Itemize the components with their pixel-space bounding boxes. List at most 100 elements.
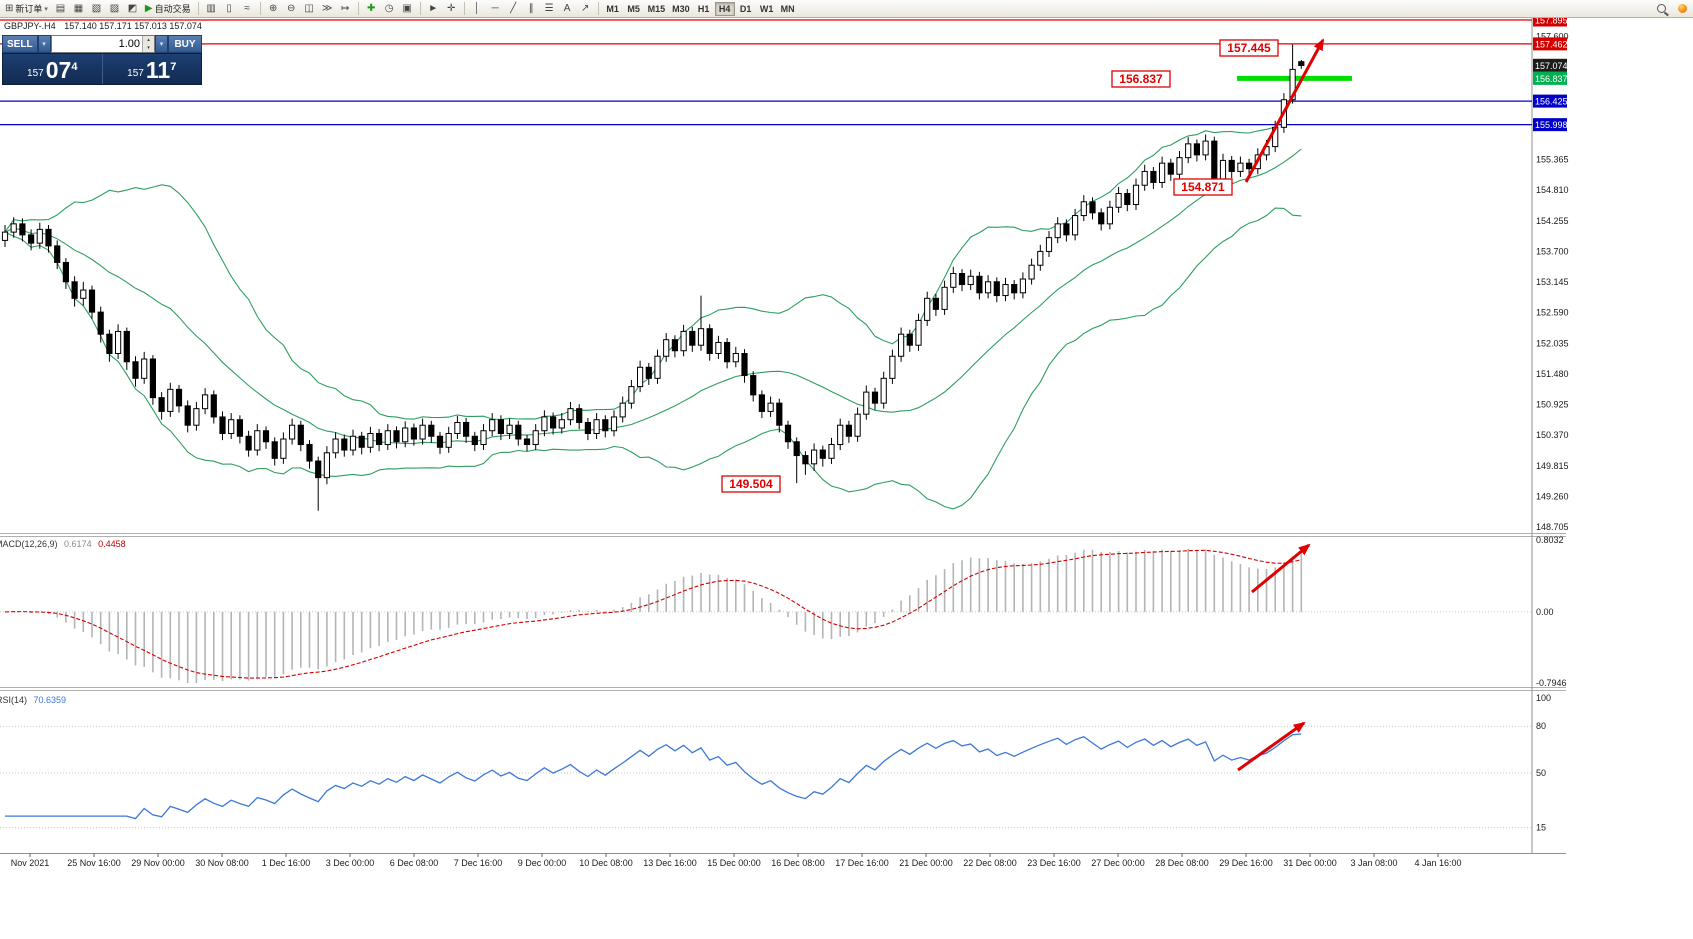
volume-decrease-button[interactable]: ▾ [143,44,154,52]
fibonacci-icon[interactable]: ☰ [541,1,558,16]
crosshair-icon[interactable]: ✛ [443,1,460,16]
price-annotation[interactable] [1173,178,1233,196]
line-chart-icon[interactable]: ≈ [239,1,256,16]
timeframe-mn[interactable]: MN [778,2,798,16]
sell-button[interactable]: SELL [2,35,38,53]
new-order-label: 新订单 [15,4,43,14]
svg-text:152.035: 152.035 [1536,338,1569,348]
line-chart-icon: ≈ [244,2,250,14]
timeframe-d1[interactable]: D1 [736,2,756,16]
text-label-icon: A [563,2,571,14]
market-watch-icon[interactable]: ▤ [52,1,69,16]
candles [1,44,1305,511]
vertical-line-icon: │ [474,2,481,14]
data-window-icon: ▦ [73,2,84,14]
svg-text:16 Dec 08:00: 16 Dec 08:00 [771,858,825,868]
horizontal-line-icon[interactable]: ─ [487,1,504,16]
navigator-icon[interactable]: ▧ [88,1,105,16]
svg-text:100: 100 [1536,693,1551,703]
volume-input[interactable] [51,36,142,52]
sell-options-caret[interactable]: ▾ [37,35,51,53]
arrows-tool-icon[interactable]: ↗ [577,1,594,16]
indicators-icon[interactable]: ✚ [363,1,380,16]
terminal-icon[interactable]: ▨ [106,1,123,16]
strategy-tester-icon[interactable]: ◩ [124,1,141,16]
price-annotation[interactable] [1111,70,1171,88]
chevron-down-icon: ▾ [44,5,48,13]
trendline-icon[interactable]: ╱ [505,1,522,16]
zoom-out-icon[interactable]: ⊖ [283,1,300,16]
price-annotation[interactable] [1219,39,1279,57]
timeframe-h1[interactable]: H1 [694,2,714,16]
auto-trading-label: 自动交易 [154,4,191,14]
equidistant-channel-icon[interactable]: ∥ [523,1,540,16]
svg-text:154.255: 154.255 [1536,216,1569,226]
svg-text:31 Dec 00:00: 31 Dec 00:00 [1283,858,1337,868]
data-window-icon[interactable]: ▦ [70,1,87,16]
timeframe-m30[interactable]: M30 [669,2,693,16]
volume-box: ▴ ▾ [50,35,155,53]
svg-text:Nov 2021: Nov 2021 [11,858,50,868]
svg-text:157.895: 157.895 [1535,16,1568,26]
chart-shift-icon: ↦ [340,2,350,14]
svg-text:15 Dec 00:00: 15 Dec 00:00 [707,858,761,868]
arrows-tool-icon: ↗ [580,2,590,14]
bollinger-lower [4,207,1302,510]
toolbar-separator [463,2,465,15]
svg-text:153.700: 153.700 [1536,246,1569,256]
periods-icon[interactable]: ◷ [381,1,398,16]
candlestick-chart-icon[interactable]: ▯ [221,1,238,16]
chart-title: GBPJPY-.H4 [4,21,56,31]
volume-spinner: ▴ ▾ [142,36,154,52]
buy-price-prefix: 157 [127,68,144,79]
new-order-button[interactable]: ⊞ 新订单 ▾ [2,1,51,16]
alert-icon[interactable] [1678,4,1687,13]
buy-button[interactable]: BUY [168,35,202,53]
fibonacci-icon: ☰ [544,2,554,14]
axis-price-tag [1533,118,1567,132]
zoom-in-icon: ⊕ [268,2,278,14]
timeframe-h4[interactable]: H4 [714,1,735,16]
macd-name: MACD(12,26,9) [0,539,58,549]
macd-histogram [12,548,1303,683]
rsi-name: RSI(14) [0,695,28,705]
sell-price[interactable]: 157 07 4 [3,54,102,84]
text-label-icon[interactable]: A [559,1,576,16]
toolbar-icons-main: ▥ ▯ ≈ ⊕ ⊖ ◫ ≫ ↦ ✚ ◷ ▣ ► ✛ │ ─ ╱ ∥ ☰ A ↗ [195,1,602,16]
auto-scroll-icon[interactable]: ≫ [319,1,336,16]
tile-windows-icon[interactable]: ◫ [301,1,318,16]
svg-text:9 Dec 00:00: 9 Dec 00:00 [518,858,567,868]
toolbar-separator [259,2,261,15]
timeframe-w1[interactable]: W1 [757,2,777,16]
svg-text:4 Jan 16:00: 4 Jan 16:00 [1414,858,1461,868]
templates-icon[interactable]: ▣ [399,1,416,16]
zoom-in-icon[interactable]: ⊕ [265,1,282,16]
trend-arrow [1237,721,1306,772]
periods-icon: ◷ [384,2,394,14]
svg-text:0.8032: 0.8032 [1536,535,1564,545]
svg-text:3 Jan 08:00: 3 Jan 08:00 [1350,858,1397,868]
sell-price-pip: 4 [71,61,78,73]
trade-controls-row: SELL ▾ ▴ ▾ ▾ BUY [2,35,202,53]
volume-increase-button[interactable]: ▴ [143,36,154,44]
cursor-icon[interactable]: ► [425,1,442,16]
buy-options-caret[interactable]: ▾ [155,35,168,53]
bar-chart-icon[interactable]: ▥ [203,1,220,16]
svg-text:156.837: 156.837 [1119,72,1163,86]
timeframe-m1[interactable]: M1 [603,2,623,16]
vertical-line-icon[interactable]: │ [469,1,486,16]
tile-windows-icon: ◫ [304,2,314,14]
auto-trading-button[interactable]: ▶ 自动交易 [142,1,194,16]
timeframe-m5[interactable]: M5 [624,2,644,16]
price-annotation[interactable] [721,475,781,493]
buy-price[interactable]: 157 11 7 [103,54,202,84]
one-click-trading-panel: SELL ▾ ▴ ▾ ▾ BUY 157 07 4 157 11 7 [2,35,202,85]
chart-shift-icon[interactable]: ↦ [337,1,354,16]
svg-text:-0.7946: -0.7946 [1536,678,1567,688]
axis-price-tag [1533,58,1567,72]
search-icon[interactable] [1650,0,1673,17]
timeframe-m15[interactable]: M15 [645,2,669,16]
svg-text:154.871: 154.871 [1181,180,1225,194]
macd-main-value: 0.6174 [64,539,92,549]
